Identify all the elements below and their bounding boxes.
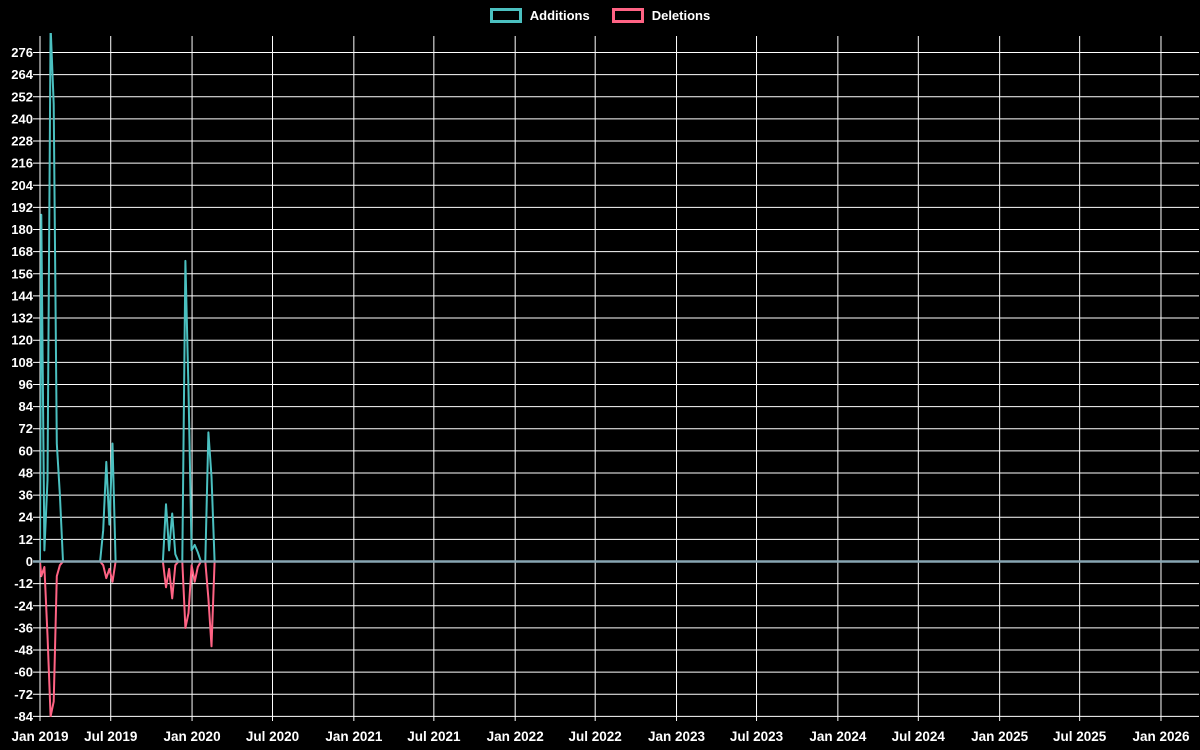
y-tick-label: 36 (19, 488, 33, 503)
y-tick-label: 144 (11, 288, 33, 303)
x-tick-label: Jan 2026 (1132, 729, 1190, 744)
y-tick-label: 0 (26, 554, 33, 569)
y-tick-label: 156 (11, 266, 33, 281)
y-tick-label: 60 (19, 443, 33, 458)
x-tick-label: Jan 2024 (809, 729, 867, 744)
y-tick-label: 168 (11, 244, 33, 259)
y-tick-label: 96 (19, 377, 33, 392)
y-tick-label: 72 (19, 421, 33, 436)
y-tick-label: 180 (11, 222, 33, 237)
y-tick-label: -60 (14, 665, 33, 680)
y-tick-label: -36 (14, 620, 33, 635)
x-tick-label: Jul 2021 (407, 729, 461, 744)
deletions-line (40, 560, 1199, 717)
y-tick-label: 228 (11, 134, 33, 149)
y-tick-label: 12 (19, 532, 33, 547)
additions-swatch (489, 8, 522, 23)
y-tick-label: 120 (11, 333, 33, 348)
y-tick-label: 24 (19, 510, 34, 525)
legend-item-additions[interactable]: Additions (489, 8, 590, 23)
y-tick-label: 204 (11, 178, 33, 193)
x-tick-label: Jan 2021 (325, 729, 383, 744)
y-tick-label: 264 (11, 67, 33, 82)
x-tick-label: Jan 2019 (11, 729, 68, 744)
y-tick-label: -72 (14, 687, 33, 702)
legend-item-deletions[interactable]: Deletions (611, 8, 711, 23)
y-tick-label: -12 (14, 576, 33, 591)
x-tick-label: Jan 2022 (487, 729, 544, 744)
x-tick-label: Jul 2020 (246, 729, 299, 744)
y-tick-label: 48 (19, 465, 33, 480)
x-tick-label: Jan 2020 (164, 729, 221, 744)
y-tick-label: -48 (14, 643, 33, 658)
legend: Additions Deletions (0, 8, 1200, 23)
x-tick-label: Jul 2022 (569, 729, 622, 744)
deletions-legend-label: Deletions (651, 8, 711, 23)
deletions-swatch (611, 8, 644, 23)
y-tick-label: 276 (11, 45, 33, 60)
y-tick-label: 84 (19, 399, 34, 414)
x-tick-label: Jan 2025 (971, 729, 1029, 744)
y-grid: 2762642522402282162041921801681561441321… (11, 45, 1199, 724)
y-tick-label: 240 (11, 111, 33, 126)
y-tick-label: 252 (11, 89, 33, 104)
y-tick-label: 132 (11, 311, 33, 326)
x-tick-label: Jul 2024 (892, 729, 946, 744)
y-tick-label: 216 (11, 156, 33, 171)
additions-legend-label: Additions (529, 8, 590, 23)
y-tick-label: 192 (11, 200, 33, 215)
y-tick-label: 108 (11, 355, 33, 370)
series-group (40, 33, 1199, 717)
x-tick-label: Jul 2025 (1053, 729, 1107, 744)
y-tick-label: -84 (14, 709, 34, 724)
x-tick-label: Jul 2019 (84, 729, 137, 744)
additions-line (40, 33, 1199, 563)
y-tick-label: -24 (14, 598, 34, 613)
x-tick-label: Jan 2023 (648, 729, 706, 744)
x-tick-label: Jul 2023 (730, 729, 784, 744)
